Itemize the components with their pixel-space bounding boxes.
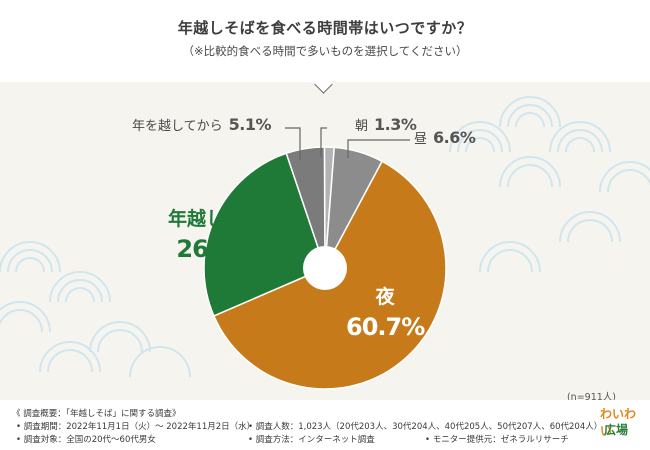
label-koshite-name: 年を越してから: [132, 119, 223, 134]
pie-slice-2: [203, 152, 326, 317]
footer-method: • 調査方法：インターネット調査: [248, 435, 375, 445]
label-asa-name: 朝: [355, 119, 369, 134]
label-hiru-name: 昼: [414, 132, 428, 147]
label-koshite-pct: 5.1%: [228, 115, 272, 134]
leader-koshite: [285, 127, 301, 160]
label-chokuzen-name: 年越し直前: [168, 208, 264, 230]
brand-logo: わいわい 広場: [596, 405, 640, 445]
wave-pattern: [0, 96, 650, 378]
footer-target: • 調査対象：全国の20代～60代男女: [16, 435, 156, 445]
footer-period: • 調査期間：2022年11月1日（火）～ 2022年11月2日（水）: [16, 422, 256, 432]
label-yoru-name: 夜: [375, 286, 395, 308]
leader-asa: [320, 127, 327, 157]
pie-slice-3: [285, 146, 326, 269]
footer: 《 調査概要：「年越しそば」に関する調査》 • 調査期間：2022年11月1日（…: [0, 400, 650, 450]
footer-provider: • モニター提供元：ゼネラルリサーチ: [425, 435, 569, 445]
footer-heading: 《 調査概要：「年越しそば」に関する調査》: [12, 409, 181, 419]
label-hiru: 昼 6.6%: [414, 128, 476, 147]
pie-center-hole: [303, 246, 347, 290]
wave-group-left: [0, 241, 191, 378]
label-koshite: 年を越してから 5.1%: [132, 115, 272, 134]
label-yoru: 夜 60.7%: [346, 282, 425, 341]
header: 年越しそばを食べる時間帯はいつですか？ （※比較的食べる時間で多いものを選択して…: [0, 0, 650, 82]
logo-line2: 広場: [604, 423, 629, 437]
label-chokuzen: 年越し直前 26.3%: [168, 204, 263, 263]
wave-group-right: [449, 96, 650, 273]
label-asa-pct: 1.3%: [374, 115, 417, 134]
label-asa: 朝 1.3%: [355, 115, 417, 134]
leader-hiru: [347, 139, 410, 158]
label-yoru-pct: 60.7%: [346, 313, 425, 341]
logo-line1: わいわい: [600, 407, 637, 438]
label-hiru-pct: 6.6%: [433, 128, 476, 147]
label-chokuzen-pct: 26.3%: [176, 235, 255, 263]
sample-size-note: (n=911人): [566, 392, 616, 403]
footer-count: • 調査人数：1,023人（20代203人、30代204人、40代205人、50…: [248, 422, 603, 432]
page-title: 年越しそばを食べる時間帯はいつですか？: [177, 19, 473, 37]
page-subtitle: （※比較的食べる時間で多いものを選択してください）: [182, 44, 468, 58]
